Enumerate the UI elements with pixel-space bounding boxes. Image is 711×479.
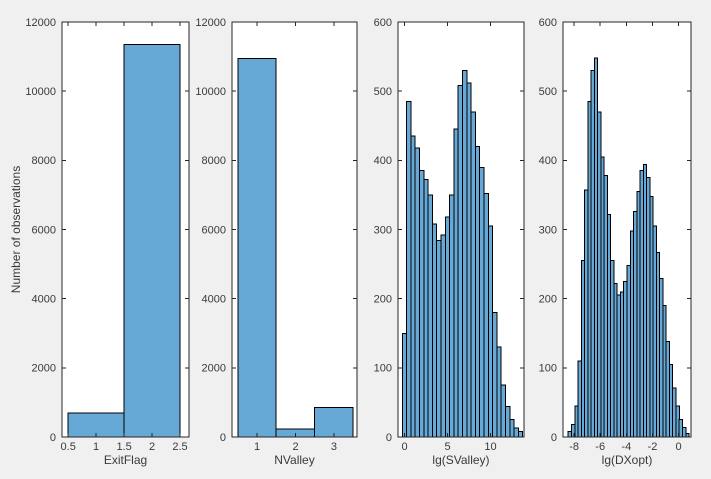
y-tick-label: 100 [374, 363, 392, 375]
histogram-bar [509, 419, 515, 438]
x-tick-label: -4 [621, 441, 631, 453]
histogram-bar [517, 430, 524, 438]
y-tick-label: 6000 [202, 224, 226, 236]
subplot-exitflag: 0.5 1 1.5 2 2.5 0 2000 4000 6000 8000 10000 12000 Ex… [9, 17, 190, 467]
x-axis-label: ExitFlag [104, 453, 147, 467]
histogram-bar [419, 170, 425, 438]
histogram-bar [470, 111, 476, 438]
y-tick-label: 0 [50, 432, 56, 444]
y-tick-label: 8000 [202, 155, 226, 167]
x-tick-label: -2 [648, 441, 658, 453]
histogram-bar [401, 332, 408, 438]
histogram-bar [479, 166, 485, 438]
x-axis-label: lg(DXopt) [602, 453, 653, 467]
y-tick-label: 100 [539, 363, 557, 375]
x-tick-label: 5 [444, 441, 450, 453]
y-tick-label: 0 [386, 432, 392, 444]
y-tick-label: 300 [539, 224, 557, 236]
x-tick-label: 10 [484, 441, 496, 453]
histogram-bar [410, 135, 416, 438]
histogram-bar [444, 216, 451, 438]
y-tick-label: 8000 [32, 155, 56, 167]
subplot-lg-dxopt-: -8 -6 -4 -2 0 0 100 200 300 400 500 600 lg(DXopt) [539, 17, 692, 467]
y-tick-label: 2000 [32, 363, 56, 375]
histogram-bar [462, 69, 468, 438]
x-tick-label: 0 [401, 441, 407, 453]
y-axis-label: Number of observations [9, 166, 23, 293]
y-tick-label: 0 [220, 432, 226, 444]
y-tick-label: 600 [374, 17, 392, 29]
histogram-bar [492, 312, 498, 438]
y-tick-label: 500 [539, 86, 557, 98]
x-tick-label: 1.5 [116, 441, 131, 453]
y-tick-label: 500 [374, 86, 392, 98]
histogram-bar [483, 193, 489, 438]
y-tick-label: 200 [539, 294, 557, 306]
x-tick-label: 0 [676, 441, 682, 453]
x-tick-label: 2 [149, 441, 155, 453]
histogram-bar [440, 234, 446, 438]
x-tick-label: 3 [331, 441, 337, 453]
histogram-bar [496, 346, 502, 438]
histogram-bar [406, 101, 412, 438]
histogram-bar [123, 43, 181, 438]
y-tick-label: 4000 [202, 294, 226, 306]
x-tick-label: 1 [93, 441, 99, 453]
histogram-bar [513, 427, 519, 438]
histogram-bar [505, 406, 511, 438]
histogram-bar [427, 194, 433, 438]
histogram-bar [314, 407, 354, 438]
y-tick-label: 0 [551, 432, 557, 444]
y-tick-label: 10000 [25, 86, 56, 98]
histogram-bars [67, 43, 181, 438]
histogram-bar [449, 194, 455, 438]
y-tick-label: 12000 [25, 17, 56, 29]
y-tick-label: 400 [539, 155, 557, 167]
y-tick-label: 6000 [32, 224, 56, 236]
x-tick-label: -6 [595, 441, 605, 453]
histogram-bars [237, 57, 354, 438]
y-tick-label: 12000 [195, 17, 226, 29]
histogram-bar [685, 433, 690, 438]
x-tick-label: 2 [292, 441, 298, 453]
x-tick-label: 2.5 [172, 441, 187, 453]
x-tick-label: 1 [254, 441, 260, 453]
histogram-bar [431, 223, 438, 438]
y-tick-label: 2000 [202, 363, 226, 375]
histogram-bar [414, 147, 421, 438]
y-tick-label: 10000 [195, 86, 226, 98]
histogram-bar [487, 225, 494, 438]
x-tick-label: 0.5 [61, 441, 76, 453]
histogram-bar [453, 128, 459, 438]
histogram-bar [466, 82, 472, 438]
subplot-nvalley: 1 2 3 0 2000 4000 6000 8000 10000 12000 NValley [195, 17, 358, 467]
x-tick-label: -8 [569, 441, 579, 453]
y-tick-label: 4000 [32, 294, 56, 306]
histogram-bar [500, 384, 507, 438]
y-tick-label: 400 [374, 155, 392, 167]
y-tick-label: 600 [539, 17, 557, 29]
histogram-bar [457, 85, 464, 438]
histogram-bar [436, 240, 442, 438]
histogram-bar [474, 146, 481, 438]
x-axis-label: lg(SValley) [432, 453, 489, 467]
histogram-bar [237, 57, 277, 438]
histogram-bar [423, 179, 429, 438]
y-tick-label: 300 [374, 224, 392, 236]
y-tick-label: 200 [374, 294, 392, 306]
x-axis-label: NValley [274, 453, 314, 467]
